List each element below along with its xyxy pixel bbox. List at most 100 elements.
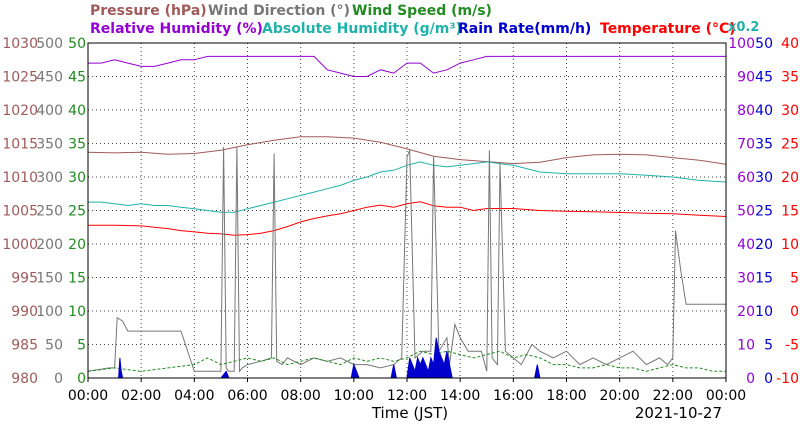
humidity-tick-label: 90 [737,70,755,86]
humidity-tick-label: 80 [737,103,755,119]
x-tick-label: 14:00 [440,388,480,404]
wind-speed-tick-label: 5 [77,338,86,354]
x-tick-label: 06:00 [227,388,267,404]
legend-entry: Temperature (°C) [600,21,736,37]
rain-rate-tick-label: 50 [755,36,773,52]
legend-entry: Wind Speed (m/s) [352,3,492,19]
relative-humidity-line [88,55,726,77]
humidity-tick-label: 30 [737,271,755,287]
x-tick-label: 10:00 [334,388,374,404]
pressure-hpa-line [87,136,727,165]
pressure-tick-label: 1020 [2,103,38,119]
rain-rate-tick-label: 10 [755,304,773,320]
legend-entry: Relative Humidity (%) [90,21,263,37]
wind-direction-tick-label: 100 [36,304,63,320]
wind-speed-tick-label: 40 [68,103,86,119]
wind-direction-tick-label: 500 [36,36,63,52]
temperature-tick-label: 30 [781,103,799,119]
x-axis: 00:00 02:00 04:00 06:00 08:00 10:00 12:00 14:00… [68,378,746,404]
legend-entry: Absolute Humidity (g/m³) [262,21,462,37]
rain-rate-tick-label: 25 [755,204,773,220]
wind-direction-line [87,146,726,373]
wind-direction-tick-label: 200 [36,237,63,253]
legend-entry: Wind Direction (°) [208,3,350,19]
scale-note: x0.2 [728,20,759,35]
wind-speed-tick-label: 15 [68,271,86,287]
temperature-tick-label: 5 [790,271,799,287]
pressure-tick-label: 1010 [2,170,38,186]
x-tick-label: 00:00 [68,388,108,404]
wind-direction-tick-label: 300 [36,170,63,186]
pressure-tick-label: 985 [11,338,38,354]
rain-rate-tick-label: 35 [755,137,773,153]
humidity-tick-label: 20 [737,304,755,320]
x-tick-label: 08:00 [280,388,320,404]
wind-speed-tick-label: 0 [77,371,86,387]
legend-entry: Pressure (hPa) [90,3,207,19]
temperature-tick-label: 25 [781,137,799,153]
pressure-tick-label: 1015 [2,137,38,153]
rain-rate-tick-label: 40 [755,103,773,119]
pressure-tick-label: 1005 [2,204,38,220]
rain-rate-tick-label: 5 [764,338,773,354]
wind-speed-tick-label: 20 [68,237,86,253]
humidity-tick-label: 10 [737,338,755,354]
pressure-tick-label: 1025 [2,70,38,86]
pressure-tick-label: 1030 [2,36,38,52]
x-tick-label: 18:00 [546,388,586,404]
temperature-c-line [88,201,727,236]
temperature-tick-label: 35 [781,70,799,86]
rain-rate-tick-label: 20 [755,237,773,253]
pressure-tick-label: 980 [11,371,38,387]
wind-speed-m-s-line [87,350,726,372]
humidity-tick-label: 50 [737,204,755,220]
plot-frame [87,42,727,379]
temperature-tick-label: 40 [781,36,799,52]
pressure-tick-label: 995 [11,271,38,287]
wind-direction-tick-label: 350 [36,137,63,153]
pressure-tick-label: 990 [11,304,38,320]
wind-direction-tick-label: 450 [36,70,63,86]
wind-speed-tick-label: 30 [68,170,86,186]
rain-rate-tick-label: 15 [755,271,773,287]
plot-area [87,55,727,379]
humidity-tick-label: 0 [746,371,755,387]
temperature-tick-label: 10 [781,237,799,253]
x-tick-label: 02:00 [121,388,161,404]
left-axes: 1030102510201015101010051000995990985980… [2,36,86,387]
wind-direction-tick-label: 400 [36,103,63,119]
wind-direction-tick-label: 0 [54,371,63,387]
x-axis-label: Time (JST) [371,404,448,422]
rain-rate-tick-label: 30 [755,170,773,186]
wind-direction-tick-label: 150 [36,271,63,287]
temperature-tick-label: 15 [781,204,799,220]
wind-speed-tick-label: 50 [68,36,86,52]
rain-rate-tick-label: 0 [764,371,773,387]
pressure-tick-label: 1000 [2,237,38,253]
x-tick-label: 16:00 [493,388,533,404]
wind-direction-tick-label: 250 [36,204,63,220]
temperature-tick-label: 20 [781,170,799,186]
wind-direction-tick-label: 50 [45,338,63,354]
x-tick-label: 00:00 [706,388,746,404]
wind-speed-tick-label: 10 [68,304,86,320]
humidity-tick-label: 100 [728,36,755,52]
x-tick-label: 04:00 [174,388,214,404]
right-axes: 1009080706050403020100504540353025201510… [728,36,799,387]
wind-speed-tick-label: 45 [68,70,86,86]
temperature-tick-label: -5 [785,338,799,354]
humidity-tick-label: 40 [737,237,755,253]
legend-entry: Rain Rate(mm/h) [458,21,591,37]
x-tick-label: 12:00 [387,388,427,404]
rain-rate-tick-label: 45 [755,70,773,86]
temperature-tick-label: -10 [776,371,799,387]
wind-speed-tick-label: 35 [68,137,86,153]
date-label: 2021-10-27 [635,404,722,422]
humidity-tick-label: 70 [737,137,755,153]
humidity-tick-label: 60 [737,170,755,186]
chart-legend: Pressure (hPa) Wind Direction (°) Wind Spe… [90,3,736,37]
absolute-humidity-g-m-line [88,161,727,213]
temperature-tick-label: 0 [790,304,799,320]
